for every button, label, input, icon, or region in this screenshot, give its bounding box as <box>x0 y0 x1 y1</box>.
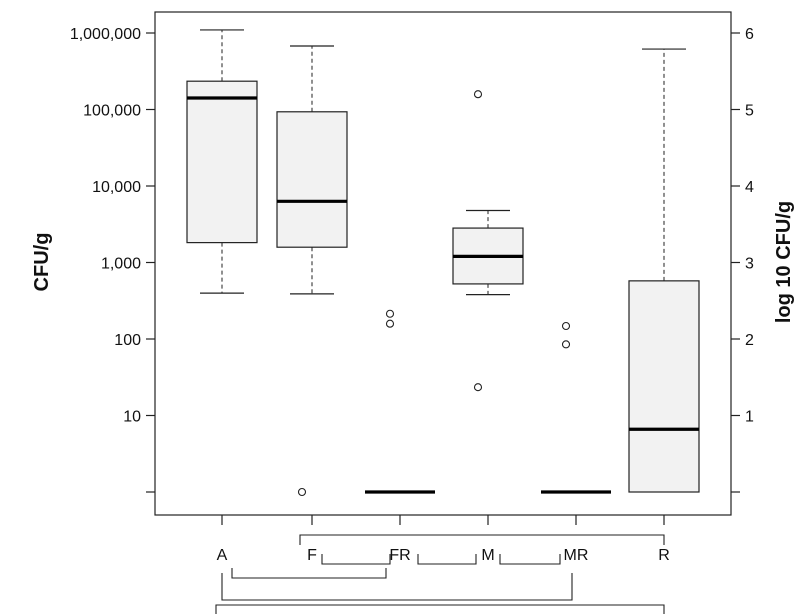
left-axis-title: CFU/g <box>31 233 53 292</box>
bracket-f-r <box>299 534 665 545</box>
outlier-point <box>561 340 571 349</box>
outlier-point <box>561 321 571 331</box>
right-tick-label: 2 <box>745 332 754 349</box>
comparison-brackets <box>215 534 665 614</box>
left-tick-label: 100,000 <box>83 103 141 120</box>
right-y-axis: 1 2 3 4 5 6 <box>731 26 754 493</box>
left-y-axis: 10 100 1,000 10,000 100,000 1,000,000 <box>70 26 155 493</box>
right-axis-title: log 10 CFU/g <box>773 201 795 323</box>
right-tick-label: 6 <box>745 26 754 43</box>
x-tick-label: R <box>658 547 670 564</box>
bracket-f-fr <box>321 554 391 565</box>
box-fr <box>365 309 435 494</box>
bracket-a-fr <box>231 568 387 579</box>
box-mr <box>541 321 611 494</box>
box-iqr <box>186 80 258 244</box>
x-tick-label: A <box>217 547 228 564</box>
box-m <box>452 90 524 392</box>
box-iqr <box>628 280 700 493</box>
right-tick-label: 4 <box>745 179 754 196</box>
left-tick-label: 100 <box>114 332 141 349</box>
left-tick-label: 10 <box>123 409 141 426</box>
left-tick-label: 1,000,000 <box>70 26 141 43</box>
bracket-m-mr <box>499 554 561 565</box>
x-tick-label: F <box>307 547 317 564</box>
left-tick-label: 1,000 <box>101 256 141 273</box>
box-a <box>186 29 258 294</box>
box-iqr <box>276 111 348 248</box>
outlier-point <box>297 487 307 497</box>
outlier-point <box>473 90 483 99</box>
bracket-a-r <box>215 604 665 614</box>
right-tick-label: 1 <box>745 409 754 426</box>
box-r <box>628 48 700 493</box>
outlier-point <box>385 309 395 318</box>
box-series <box>186 29 700 497</box>
outlier-point <box>473 383 483 392</box>
left-tick-label: 10,000 <box>92 179 141 196</box>
bracket-fr-m <box>417 554 477 565</box>
x-tick-label: MR <box>564 547 589 564</box>
right-tick-label: 5 <box>745 103 754 120</box>
bracket-a-mr <box>221 573 573 601</box>
x-axis: A F FR M MR R <box>217 515 670 564</box>
right-tick-label: 3 <box>745 256 754 273</box>
box-f <box>276 45 348 497</box>
plot-frame <box>154 11 732 516</box>
x-tick-label: M <box>481 547 494 564</box>
outlier-point <box>385 319 395 328</box>
x-tick-label: FR <box>389 547 410 564</box>
